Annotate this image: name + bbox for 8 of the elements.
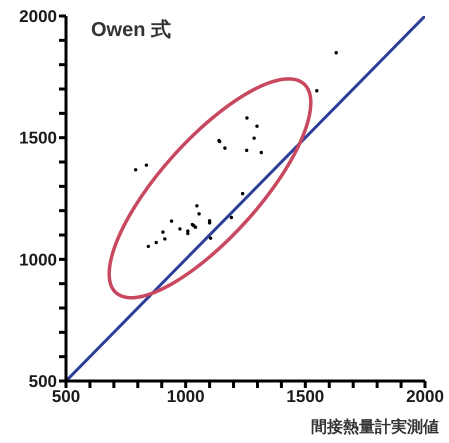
x-tick-label: 1500 bbox=[286, 387, 324, 406]
y-tick-label: 2000 bbox=[19, 7, 57, 26]
y-tick-label: 1500 bbox=[19, 128, 57, 148]
chart-title: Owen 式 bbox=[91, 18, 172, 43]
y-tick-label: 1000 bbox=[19, 250, 57, 270]
x-tick-label: 1000 bbox=[166, 387, 205, 406]
x-tick-label: 2000 bbox=[406, 387, 444, 406]
x-axis-title: 間接熱量計実測値 bbox=[311, 417, 439, 438]
